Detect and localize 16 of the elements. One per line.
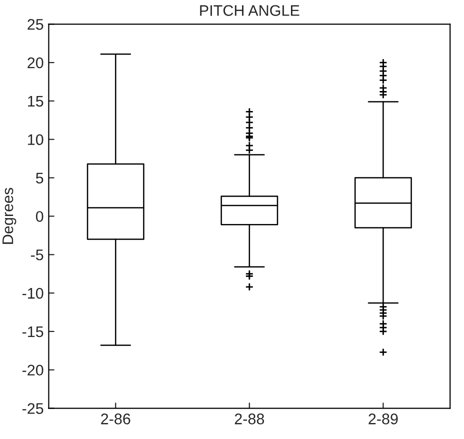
y-tick-label: 0 xyxy=(36,211,44,222)
y-tick-label: -25 xyxy=(22,403,44,414)
y-tick-label: -15 xyxy=(22,326,44,338)
y-tick-label: -5 xyxy=(30,250,44,260)
y-tick-label: 25 xyxy=(28,19,44,30)
y-tick-label: 20 xyxy=(28,57,44,68)
y-tick-label: 15 xyxy=(28,96,44,107)
y-tick-label: 5 xyxy=(36,172,44,184)
y-tick-label: -10 xyxy=(22,288,44,299)
x-tick-label: 2-89 xyxy=(368,414,398,424)
y-tick-label: -20 xyxy=(22,364,44,376)
y-axis-title: Degrees xyxy=(2,188,16,244)
x-tick-label: 2-86 xyxy=(101,414,130,424)
x-tick-label: 2-88 xyxy=(234,414,264,424)
y-tick-label: 10 xyxy=(28,134,44,146)
chart-title: PITCH ANGLE xyxy=(200,5,300,16)
